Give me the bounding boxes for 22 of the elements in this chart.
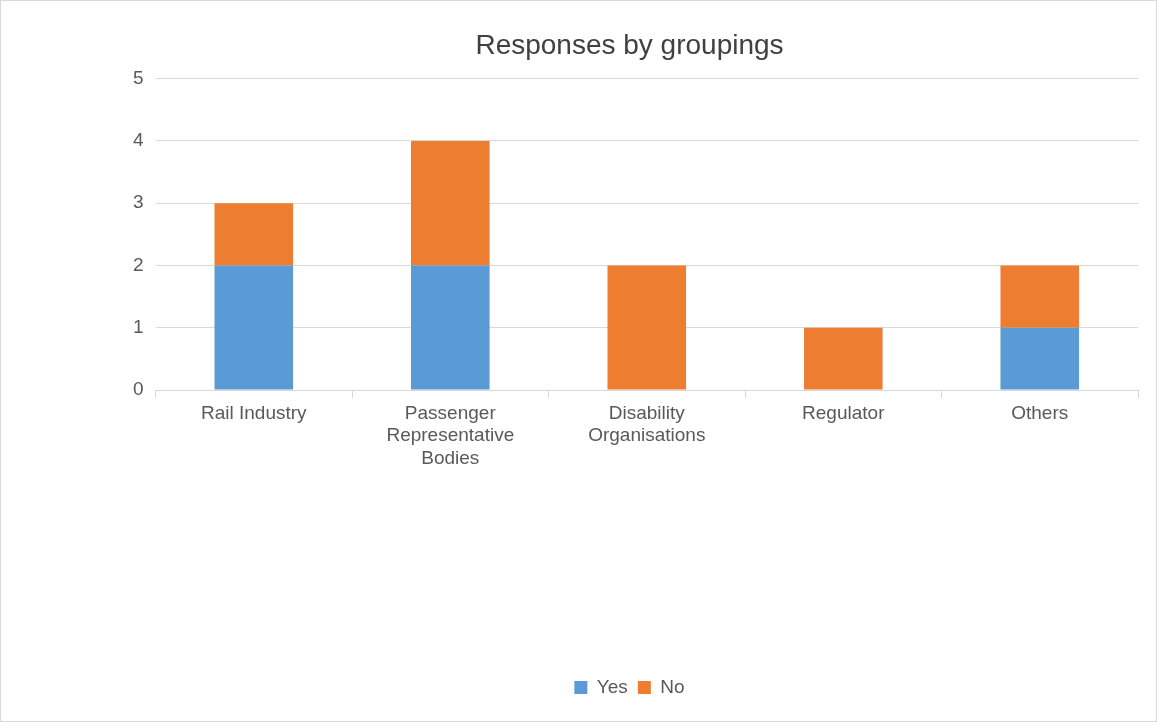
bar [411, 265, 490, 390]
bar [803, 327, 883, 390]
y-tick-label: 0 [132, 378, 144, 400]
x-tick-label: Rail Industry [201, 401, 308, 423]
y-tick-label: 2 [132, 253, 144, 275]
x-tick-label: Others [1011, 401, 1069, 423]
x-tick-label: Passenger Representative Bodies [386, 401, 515, 469]
bar [411, 140, 490, 266]
chart-title: Responses by groupings [475, 28, 784, 60]
y-tick-label: 4 [132, 129, 144, 151]
y-tick-label: 1 [132, 315, 144, 337]
y-tick-label: 3 [132, 191, 144, 213]
legend-label: Yes [596, 675, 628, 697]
bar [214, 265, 294, 390]
bar [1000, 327, 1080, 390]
x-tick-label: Disability Organisations [588, 401, 706, 446]
y-tick-label: 5 [132, 66, 144, 88]
bar [607, 265, 687, 390]
x-tick-label: Regulator [802, 401, 886, 423]
bar [214, 203, 294, 266]
bar [1000, 265, 1080, 328]
legend-label: No [660, 675, 685, 697]
